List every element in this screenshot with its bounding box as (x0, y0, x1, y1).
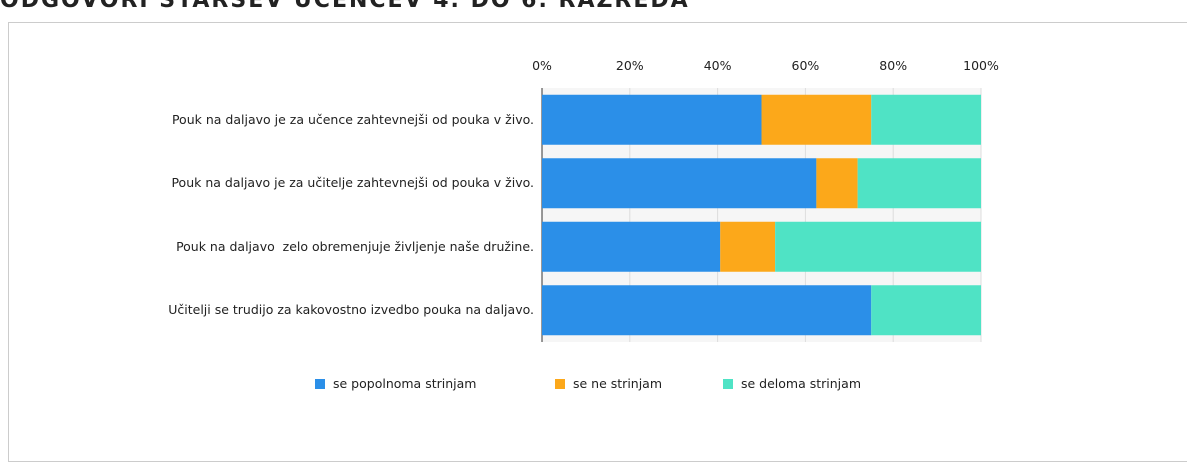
bar-segment (542, 221, 721, 272)
bar-segment (775, 221, 981, 272)
x-tick-label: 0% (532, 58, 552, 73)
legend-swatch (555, 379, 565, 389)
y-tick-label: Učitelji se trudijo za kakovostno izvedb… (168, 302, 534, 318)
bar-segment (720, 221, 776, 272)
bar-segment (816, 158, 858, 209)
legend-label: se popolnoma strinjam (333, 376, 476, 391)
bar-segment (761, 94, 872, 145)
chart: 0% 20% 40% 60% 80% 100% se popolnoma strinjam s… (315, 58, 999, 391)
legend-swatch (723, 379, 733, 389)
legend-label: se ne strinjam (573, 376, 662, 391)
x-tick-label: 80% (879, 58, 907, 73)
y-tick-label: Pouk na daljavo je za učence zahtevnejši… (171, 111, 534, 127)
bar-segment (542, 94, 762, 145)
x-tick-label: 40% (704, 58, 732, 73)
x-tick-label: 20% (616, 58, 644, 73)
bar-segment (871, 285, 981, 336)
x-tick-label: 60% (792, 58, 820, 73)
bar-segment (871, 94, 981, 145)
chart-title: ODGOVORI STARŠEV UČENCEV 4. DO 6. RAZRED… (0, 0, 690, 13)
legend-swatch (315, 379, 325, 389)
bar-segment (857, 158, 981, 209)
bar-segment (542, 158, 817, 209)
y-tick-label: Pouk na daljavo je za učitelje zahtevnej… (171, 175, 534, 191)
legend-label: se deloma strinjam (741, 376, 861, 391)
x-tick-label: 100% (963, 58, 999, 73)
y-tick-label: Pouk na daljavo zelo obremenjuje življen… (176, 238, 534, 254)
bar-segment (542, 285, 872, 336)
